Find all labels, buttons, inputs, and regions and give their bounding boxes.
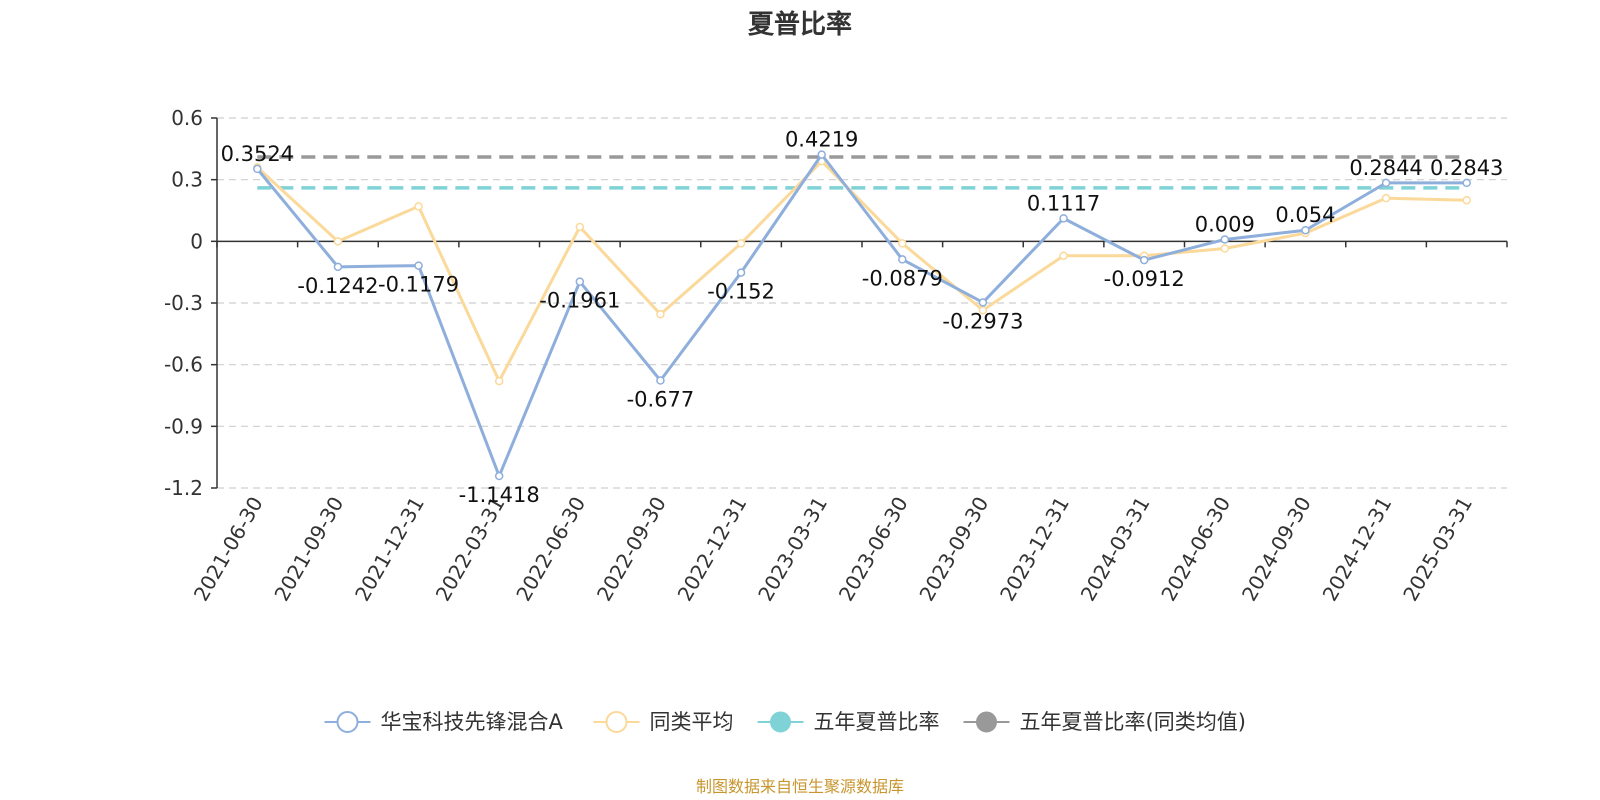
- y-tick-label: -0.3: [164, 291, 203, 315]
- x-tick-label: 2021-12-31: [350, 493, 429, 606]
- legend-label: 同类平均: [650, 710, 734, 734]
- data-point[interactable]: [898, 239, 907, 248]
- legend-item[interactable]: 五年夏普比率: [757, 710, 940, 734]
- x-tick-label: 2022-06-30: [511, 493, 590, 606]
- data-point[interactable]: [1462, 195, 1471, 205]
- x-tick-label: 2025-03-31: [1398, 493, 1477, 606]
- grid-lines: [217, 117, 1507, 489]
- data-label: -0.1961: [539, 289, 620, 313]
- x-tick-label: 2022-03-31: [431, 493, 510, 606]
- source-note: 制图数据来自恒生聚源数据库: [696, 777, 904, 796]
- legend-label: 五年夏普比率: [814, 710, 940, 734]
- data-point[interactable]: [253, 164, 262, 174]
- y-tick-label: -1.2: [164, 476, 203, 500]
- series-lines: [253, 150, 1471, 481]
- legend-marker: [605, 711, 628, 733]
- data-label: -1.1418: [459, 483, 540, 507]
- legend[interactable]: 华宝科技先锋混合A 同类平均 五年夏普比率 五年夏普比率(同类均值): [324, 710, 1246, 734]
- data-label: -0.1179: [378, 273, 459, 297]
- data-label: 0.009: [1195, 212, 1255, 236]
- data-point[interactable]: [575, 277, 585, 286]
- data-point[interactable]: [333, 237, 343, 246]
- data-label: -0.677: [627, 387, 695, 411]
- data-label: 0.2843: [1430, 156, 1503, 180]
- x-tick-label: 2022-09-30: [592, 493, 671, 606]
- y-tick-label: 0: [190, 229, 203, 253]
- x-tick-label: 2024-03-31: [1076, 493, 1155, 606]
- data-point[interactable]: [414, 261, 423, 270]
- x-tick-label: 2023-12-31: [995, 493, 1074, 606]
- data-label: -0.152: [707, 280, 775, 304]
- x-tick-label: 2023-03-31: [753, 493, 832, 606]
- data-label: -0.2973: [942, 309, 1023, 333]
- series-line: [256, 159, 1467, 383]
- legend-label: 华宝科技先锋混合A: [381, 710, 564, 734]
- x-tick-label: 2024-09-30: [1237, 493, 1316, 606]
- data-label: 0.4219: [785, 128, 858, 152]
- x-tick-label: 2023-09-30: [914, 493, 993, 606]
- legend-item[interactable]: 同类平均: [593, 710, 734, 734]
- data-point[interactable]: [1220, 235, 1230, 244]
- data-point[interactable]: [898, 255, 907, 264]
- data-point[interactable]: [1381, 178, 1391, 188]
- data-label: -0.1242: [297, 274, 378, 298]
- data-label: 0.054: [1275, 203, 1335, 227]
- data-point[interactable]: [575, 222, 585, 232]
- y-tick-label: -0.6: [164, 353, 203, 377]
- legend-item[interactable]: 华宝科技先锋混合A: [324, 710, 564, 734]
- data-point[interactable]: [736, 268, 746, 277]
- reference-lines: [257, 155, 1467, 190]
- data-point[interactable]: [656, 310, 665, 319]
- legend-marker: [336, 711, 359, 733]
- data-point[interactable]: [1381, 193, 1391, 203]
- legend-marker: [770, 711, 791, 733]
- legend-label: 五年夏普比率(同类均值): [1020, 710, 1246, 734]
- data-point[interactable]: [736, 239, 746, 248]
- data-point[interactable]: [494, 376, 504, 386]
- data-point[interactable]: [1139, 255, 1149, 265]
- data-point[interactable]: [656, 376, 665, 385]
- chart-title: 夏普比率: [748, 9, 852, 40]
- x-tick-label: 2021-06-30: [189, 493, 268, 606]
- data-point[interactable]: [1059, 214, 1068, 223]
- data-labels: 0.3524 -0.1242 -0.1179 -1.1418 -0.1961 -0.677…: [221, 128, 1504, 507]
- data-point[interactable]: [1220, 244, 1230, 253]
- data-point[interactable]: [1059, 251, 1068, 260]
- legend-marker: [976, 711, 997, 733]
- data-label: 0.1117: [1027, 191, 1100, 215]
- x-tick-label: 2024-12-31: [1317, 493, 1396, 606]
- data-label: 0.3524: [221, 142, 294, 166]
- y-tick-label: 0.3: [171, 168, 203, 192]
- x-tick-label: 2021-09-30: [269, 493, 348, 606]
- data-label: -0.0912: [1104, 267, 1185, 291]
- data-label: 0.2844: [1349, 156, 1422, 180]
- x-tick-label: 2022-12-31: [672, 493, 751, 606]
- data-point[interactable]: [414, 202, 423, 211]
- data-point[interactable]: [817, 150, 826, 159]
- data-point[interactable]: [1301, 225, 1310, 235]
- data-point[interactable]: [1462, 178, 1471, 188]
- y-tick-label: 0.6: [171, 106, 203, 130]
- data-label: -0.0879: [862, 266, 943, 290]
- x-tick-label: 2023-06-30: [834, 493, 913, 606]
- data-point[interactable]: [978, 298, 988, 307]
- data-point[interactable]: [494, 471, 504, 481]
- y-tick-label: -0.9: [164, 414, 203, 438]
- legend-item[interactable]: 五年夏普比率(同类均值): [963, 710, 1246, 734]
- x-tick-label: 2024-06-30: [1156, 493, 1235, 606]
- data-point[interactable]: [333, 262, 343, 272]
- series-line: [256, 153, 1467, 478]
